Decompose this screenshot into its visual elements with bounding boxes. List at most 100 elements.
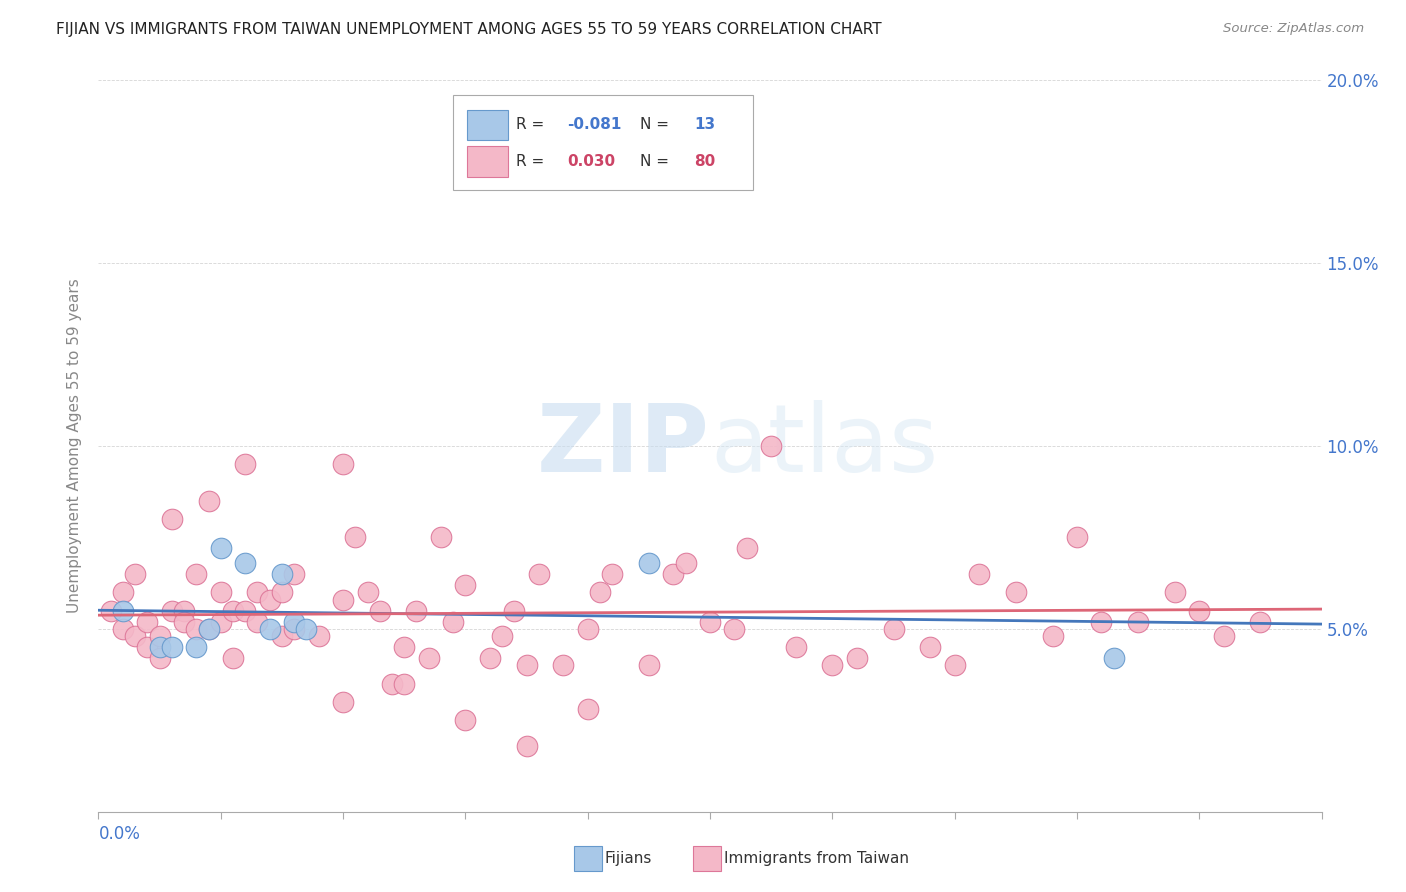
Point	[516, 658, 538, 673]
Point	[1066, 530, 1088, 544]
Point	[283, 567, 305, 582]
Point	[209, 541, 232, 556]
Point	[1164, 585, 1187, 599]
Point	[381, 676, 404, 690]
Point	[1249, 615, 1271, 629]
Point	[637, 556, 661, 570]
Point	[111, 585, 134, 599]
Point	[295, 622, 318, 636]
Point	[233, 556, 256, 570]
Point	[136, 615, 159, 629]
Text: N =: N =	[640, 118, 675, 132]
Point	[160, 640, 183, 655]
Point	[723, 622, 745, 636]
Point	[943, 658, 966, 673]
Point	[454, 714, 477, 728]
Text: R =: R =	[516, 154, 548, 169]
Point	[149, 651, 172, 665]
Point	[1102, 651, 1125, 665]
Point	[699, 615, 721, 629]
Point	[259, 622, 281, 636]
Point	[173, 603, 195, 617]
Point	[1042, 629, 1064, 643]
Point	[1212, 629, 1234, 643]
Point	[405, 603, 427, 617]
Point	[392, 640, 416, 655]
Point	[392, 676, 416, 690]
Point	[209, 585, 232, 599]
Point	[332, 592, 354, 607]
Text: Source: ZipAtlas.com: Source: ZipAtlas.com	[1223, 22, 1364, 36]
Text: -0.081: -0.081	[567, 118, 621, 132]
Point	[1090, 615, 1112, 629]
Point	[553, 658, 575, 673]
Point	[160, 603, 183, 617]
Point	[600, 567, 623, 582]
Point	[209, 615, 232, 629]
Point	[173, 615, 195, 629]
Point	[233, 603, 256, 617]
Point	[186, 622, 208, 636]
Point	[270, 585, 292, 599]
Point	[124, 629, 146, 643]
Point	[283, 622, 305, 636]
Point	[186, 567, 208, 582]
Point	[503, 603, 526, 617]
Point	[246, 615, 269, 629]
Text: atlas: atlas	[710, 400, 938, 492]
Text: 0.030: 0.030	[567, 154, 614, 169]
Text: FIJIAN VS IMMIGRANTS FROM TAIWAN UNEMPLOYMENT AMONG AGES 55 TO 59 YEARS CORRELAT: FIJIAN VS IMMIGRANTS FROM TAIWAN UNEMPLO…	[56, 22, 882, 37]
Point	[418, 651, 440, 665]
Text: Fijians: Fijians	[605, 852, 652, 866]
Point	[845, 651, 868, 665]
Point	[283, 615, 305, 629]
Point	[197, 622, 219, 636]
Point	[430, 530, 453, 544]
Point	[454, 578, 477, 592]
Point	[368, 603, 391, 617]
Point	[136, 640, 159, 655]
Point	[967, 567, 990, 582]
Point	[735, 541, 758, 556]
Point	[222, 603, 245, 617]
Point	[344, 530, 367, 544]
Point	[246, 585, 269, 599]
Point	[356, 585, 378, 599]
Point	[197, 493, 219, 508]
Text: R =: R =	[516, 118, 548, 132]
Point	[124, 567, 146, 582]
Point	[111, 603, 134, 617]
Text: 0.0%: 0.0%	[98, 825, 141, 843]
Text: 80: 80	[695, 154, 716, 169]
Point	[785, 640, 807, 655]
FancyBboxPatch shape	[467, 110, 508, 140]
Text: N =: N =	[640, 154, 675, 169]
Point	[637, 658, 661, 673]
Point	[100, 603, 122, 617]
Point	[441, 615, 464, 629]
Point	[332, 458, 354, 472]
Point	[1004, 585, 1026, 599]
Point	[527, 567, 550, 582]
Text: ZIP: ZIP	[537, 400, 710, 492]
Point	[759, 439, 782, 453]
Point	[111, 622, 134, 636]
Point	[1188, 603, 1211, 617]
Point	[821, 658, 844, 673]
Point	[516, 739, 538, 753]
FancyBboxPatch shape	[453, 95, 752, 190]
Point	[332, 695, 354, 709]
Point	[308, 629, 330, 643]
FancyBboxPatch shape	[467, 146, 508, 177]
Point	[675, 556, 697, 570]
Point	[576, 702, 599, 716]
Point	[920, 640, 942, 655]
Point	[270, 629, 292, 643]
Point	[491, 629, 513, 643]
Point	[259, 592, 281, 607]
Point	[160, 512, 183, 526]
Point	[883, 622, 905, 636]
Point	[1128, 615, 1150, 629]
Point	[478, 651, 501, 665]
Point	[197, 622, 219, 636]
